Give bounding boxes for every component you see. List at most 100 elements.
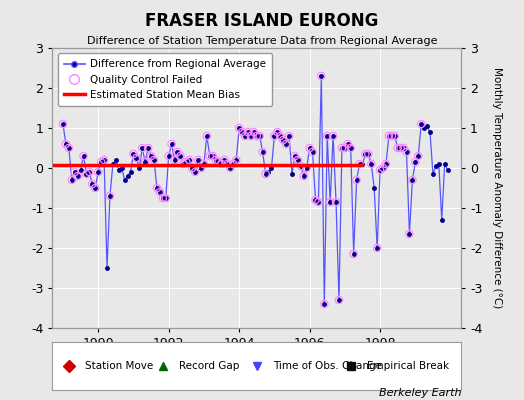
Point (297, 163, 305, 169)
Point (220, 157, 228, 163)
Point (367, 161, 376, 167)
Point (106, 193, 114, 199)
Point (414, 153, 422, 159)
Point (209, 153, 217, 159)
Point (132, 155, 140, 161)
Point (203, 133, 211, 139)
Point (150, 157, 158, 163)
Point (323, 133, 331, 139)
Point (338, 145, 346, 151)
Legend: Difference from Regional Average, Quality Control Failed, Estimated Station Mean: Difference from Regional Average, Qualit… (58, 53, 272, 106)
Point (364, 151, 373, 157)
Point (185, 157, 193, 163)
Point (191, 169, 199, 175)
Point (385, 133, 393, 139)
Point (399, 145, 408, 151)
Point (282, 141, 290, 147)
Point (214, 159, 223, 165)
Point (68, 177, 76, 183)
Point (382, 161, 390, 167)
Point (205, 153, 214, 159)
Point (258, 149, 267, 155)
Point (197, 165, 205, 171)
Point (235, 125, 243, 131)
Text: Time of Obs. Change: Time of Obs. Change (273, 361, 382, 371)
Point (326, 199, 334, 205)
Point (91, 185, 100, 191)
Point (94, 169, 102, 175)
Point (71, 169, 79, 175)
Point (64, 145, 73, 151)
Point (88, 181, 96, 187)
Point (341, 145, 349, 151)
Point (212, 157, 220, 163)
Point (273, 129, 281, 135)
Point (165, 153, 173, 159)
Point (138, 145, 146, 151)
Point (144, 145, 152, 151)
Point (82, 171, 91, 177)
Point (62, 141, 70, 147)
Point (79, 153, 88, 159)
Point (394, 145, 402, 151)
Point (141, 159, 149, 165)
Point (390, 133, 399, 139)
Point (293, 157, 302, 163)
Point (320, 301, 329, 307)
Point (226, 165, 235, 171)
Point (159, 195, 167, 201)
Point (153, 185, 161, 191)
Point (411, 159, 420, 165)
Point (291, 153, 299, 159)
Point (279, 137, 287, 143)
Point (314, 199, 323, 205)
Point (244, 129, 252, 135)
Point (335, 297, 343, 303)
Point (147, 153, 155, 159)
Point (200, 161, 208, 167)
Point (85, 169, 94, 175)
Point (241, 133, 249, 139)
Point (379, 165, 387, 171)
Point (405, 231, 413, 237)
Point (344, 141, 352, 147)
Point (355, 161, 364, 167)
Point (59, 121, 67, 127)
Y-axis label: Monthly Temperature Anomaly Difference (°C): Monthly Temperature Anomaly Difference (… (492, 67, 502, 309)
Point (270, 133, 279, 139)
Point (417, 121, 425, 127)
Point (232, 157, 241, 163)
Point (194, 157, 202, 163)
Point (249, 129, 258, 135)
Point (261, 171, 270, 177)
Point (182, 159, 191, 165)
Text: Difference of Station Temperature Data from Regional Average: Difference of Station Temperature Data f… (87, 36, 437, 46)
Point (167, 141, 176, 147)
Text: Record Gap: Record Gap (179, 361, 239, 371)
Point (253, 133, 261, 139)
Text: Berkeley Earth: Berkeley Earth (379, 388, 461, 398)
Point (100, 157, 108, 163)
Point (361, 151, 369, 157)
Point (388, 133, 396, 139)
Point (397, 145, 405, 151)
Point (285, 133, 293, 139)
Point (176, 153, 184, 159)
Text: Empirical Break: Empirical Break (367, 361, 449, 371)
Point (308, 149, 316, 155)
Point (305, 145, 314, 151)
Point (161, 195, 170, 201)
Point (170, 157, 179, 163)
Point (97, 159, 105, 165)
Point (238, 129, 246, 135)
Text: FRASER ISLAND EURONG: FRASER ISLAND EURONG (145, 12, 379, 30)
Point (332, 199, 340, 205)
Point (302, 165, 311, 171)
Point (300, 173, 308, 179)
Point (352, 177, 361, 183)
Point (73, 173, 82, 179)
Point (376, 167, 384, 173)
Point (156, 189, 164, 195)
Point (223, 161, 232, 167)
Point (317, 73, 325, 79)
